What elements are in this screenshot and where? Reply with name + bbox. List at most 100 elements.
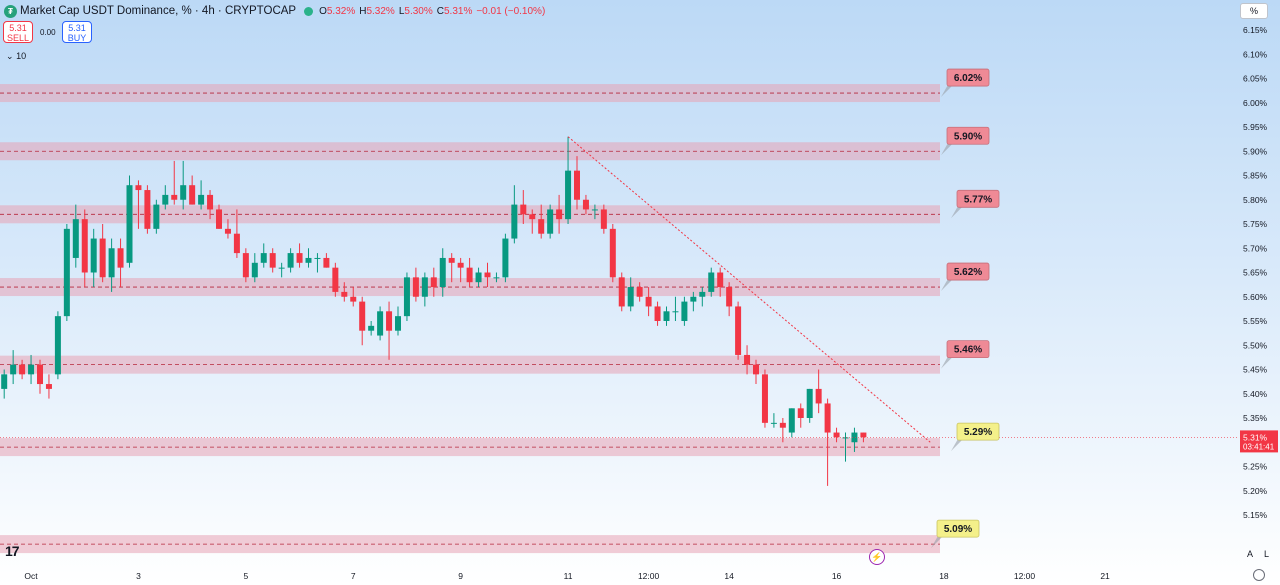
candle-body <box>493 277 500 279</box>
level-label: 5.46% <box>941 340 990 369</box>
label-pointer <box>941 277 955 292</box>
tradingview-logo-icon[interactable]: 17 <box>5 543 20 559</box>
label-text: 5.77% <box>964 194 992 205</box>
y-tick-label: 6.00% <box>1243 98 1268 108</box>
candle-body <box>144 190 151 229</box>
candle-body <box>350 296 357 302</box>
label-box <box>946 68 990 87</box>
x-tick-label: 9 <box>458 571 463 581</box>
candle-body <box>788 408 795 433</box>
candle-body <box>761 374 768 423</box>
symbol-title[interactable]: Market Cap USDT Dominance, % · 4h · CRYP… <box>20 5 297 17</box>
y-tick-label: 6.10% <box>1243 49 1268 59</box>
candle-body <box>475 272 482 283</box>
scale-mode-button[interactable]: % <box>1240 3 1268 19</box>
settings-gear-icon[interactable] <box>1253 569 1265 581</box>
level-label: 5.29% <box>951 422 1000 452</box>
candle-body <box>180 185 187 200</box>
candle-body <box>430 277 437 288</box>
candle-body <box>386 311 393 331</box>
candle-body <box>314 257 321 259</box>
candle-body <box>529 214 536 220</box>
ohlc-open: O5.32% <box>319 5 356 17</box>
sell-price: 5.31 <box>9 23 27 33</box>
candle-body <box>368 325 375 331</box>
sell-button[interactable]: 5.31 SELL <box>3 21 33 43</box>
candle-body <box>753 364 759 375</box>
candle-body <box>654 306 661 321</box>
candle-body <box>117 248 124 268</box>
x-tick-label: 3 <box>136 571 141 581</box>
y-tick-label: 5.25% <box>1243 462 1268 472</box>
y-tick-label: 5.20% <box>1243 486 1268 496</box>
candle-body <box>359 301 366 331</box>
plot-area <box>0 84 1238 554</box>
candle-body <box>171 194 178 200</box>
label-pointer <box>951 204 965 219</box>
label-text: 5.62% <box>954 267 982 278</box>
countdown-label: 03:41:41 <box>1243 442 1275 451</box>
label-pointer <box>941 83 955 98</box>
market-status-dot <box>304 6 314 16</box>
candle-body <box>582 199 589 210</box>
label-box <box>946 262 990 281</box>
candle-body <box>81 219 88 273</box>
candle-body <box>556 209 563 220</box>
candle-body <box>19 364 26 375</box>
x-tick-label: 18 <box>939 571 949 581</box>
y-tick-label: 5.50% <box>1243 340 1268 350</box>
candle-body <box>189 185 196 205</box>
candle-body <box>341 291 348 297</box>
candle-body <box>305 257 312 263</box>
candle-body <box>207 194 214 210</box>
ohlc-change: −0.01 (−0.10%) <box>476 5 546 17</box>
trendline <box>567 136 931 443</box>
auto-scale-button[interactable]: A <box>1247 549 1254 559</box>
candle-body <box>10 364 17 375</box>
label-box <box>946 126 990 145</box>
candle-body <box>681 301 688 321</box>
y-tick-label: 6.05% <box>1243 74 1268 84</box>
y-tick-label: 5.95% <box>1243 122 1268 132</box>
candle-body <box>287 253 294 268</box>
x-tick-label: 7 <box>351 571 356 581</box>
candle-body <box>439 257 446 288</box>
y-tick-label: 5.85% <box>1243 171 1268 181</box>
buy-button[interactable]: 5.31 BUY <box>62 21 92 43</box>
last-price-box <box>1240 430 1278 453</box>
candle-body <box>198 194 205 205</box>
level-label: 6.02% <box>941 68 990 98</box>
x-tick-label: 21 <box>1100 571 1110 581</box>
label-pointer <box>941 141 955 156</box>
ohlc-high: H5.32% <box>359 5 395 17</box>
x-tick-label: 16 <box>832 571 842 581</box>
candle-body <box>609 228 616 278</box>
lightning-icon[interactable]: ⚡ <box>869 549 885 565</box>
candle-body <box>797 408 804 418</box>
x-tick-label: 12:00 <box>1014 571 1036 581</box>
level-label: 5.62% <box>941 262 990 292</box>
candle-body <box>735 306 742 355</box>
ohlc-low: L5.30% <box>398 5 433 17</box>
y-tick-label: 5.35% <box>1243 413 1268 423</box>
chart-header: ₮ Market Cap USDT Dominance, % · 4h · CR… <box>4 3 549 19</box>
label-pointer <box>941 354 955 369</box>
label-text: 5.46% <box>954 345 982 356</box>
candle-body <box>233 233 240 254</box>
label-box <box>956 189 1000 208</box>
label-text: 5.90% <box>954 131 982 142</box>
candle-body <box>28 364 35 375</box>
ohlc-close: C5.31% <box>436 5 473 17</box>
x-tick-label: 14 <box>724 571 734 581</box>
candle-body <box>779 422 786 428</box>
candle-body <box>403 277 410 317</box>
chevron-down-icon: ⌄ <box>6 51 14 61</box>
label-box <box>956 422 1000 441</box>
candle-body <box>806 388 813 418</box>
indicators-toggle[interactable]: ⌄ 10 <box>6 51 26 62</box>
candle-body <box>744 354 751 365</box>
x-axis: Oct 3 5 7 9 11 12:00 14 16 18 12:00 21 <box>24 571 1110 581</box>
log-scale-button[interactable]: L <box>1264 549 1270 559</box>
candle-body <box>162 194 169 205</box>
